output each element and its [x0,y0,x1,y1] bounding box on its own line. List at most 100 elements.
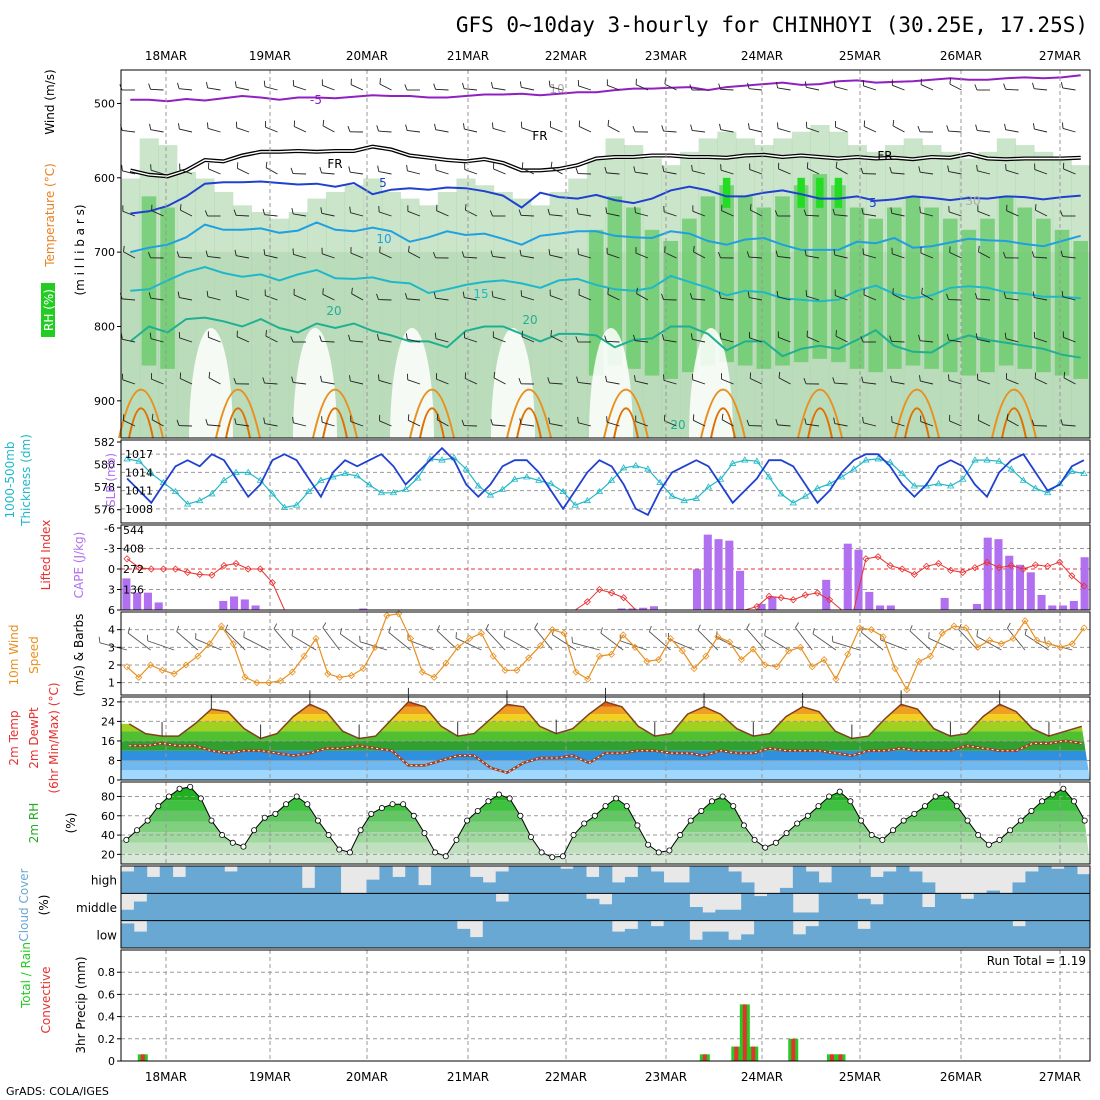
wind-barb-flag [1003,83,1006,90]
rh-point [772,839,779,846]
cloud-cell [689,907,703,921]
slp-tick-label: 1011 [125,485,153,498]
wind-barb [122,379,136,385]
wind-speed-point [867,626,875,634]
wind-barb-flag [661,334,665,341]
wind-barb-flag [462,82,465,89]
wind-barb [806,295,820,301]
wind-barb [721,210,734,217]
rh-point [634,822,641,829]
lifted-index-point [898,565,906,573]
wind-speed-point [737,656,745,664]
thickness-point [704,483,713,490]
rh-point [751,836,758,843]
rh-point [581,820,588,827]
cloud-cell [327,920,342,948]
cloud-cell [353,893,367,921]
wind-barb-flag [291,208,294,215]
panel-border [120,696,1091,781]
cloud-cell [1012,882,1026,894]
cloud-cell [340,920,354,948]
rh-point [911,810,918,817]
isotherm-warm [797,388,843,439]
temp-band [121,770,1090,780]
cape-bar [1069,600,1078,610]
isotherm-5 [130,180,1081,215]
wind-barb [746,628,766,651]
cloud-cell [263,920,277,948]
wind-barb-flag [690,333,693,340]
thickness-point [607,476,616,483]
chart-title: GFS 0~10day 3-hourly for CHINHOYI (30.25… [456,13,1088,37]
rh-point [453,836,460,843]
cloud-cell [1064,920,1078,948]
wind-speed-point [643,657,651,666]
thickness-point [874,455,882,462]
wind-barb [294,126,307,133]
thickness-point [232,468,240,475]
wind-barb [224,629,246,651]
isotherm-10 [130,221,1081,254]
wind-speed-point [702,652,710,660]
wind-barb [264,382,278,385]
wind-speed-point [1068,640,1076,648]
wind-barb [891,172,905,175]
cloud-cell [327,866,342,894]
cloud-cell [224,871,238,894]
thickness-point [123,455,131,462]
wind-barb [378,379,392,385]
cloud-cell [263,866,277,894]
cloud-cell [276,866,290,894]
wind-speed-point [182,661,190,669]
thickness-point [462,465,470,472]
wind-barb [835,167,848,175]
cloud-cell [1025,871,1039,894]
cloud-cell [301,920,316,948]
cloud-cell [340,893,354,921]
wind-barb-flag [804,249,807,256]
wind-barb-flag [576,208,579,215]
wind-barb-flag [636,287,638,294]
wind-barb [552,634,577,651]
cape-bar [219,600,228,610]
wind-barb [806,127,820,133]
cape-bar [1059,605,1068,610]
precip-convective-bar [140,1054,145,1061]
cloud-row-label: low [97,928,118,942]
wind-barb [892,253,905,259]
tick-label: 0 [108,1055,115,1068]
wind-speed-point [856,624,864,632]
cloud-cell [121,871,135,894]
cloud-cell [611,931,626,948]
isotherm-warm [991,388,1037,439]
tick-label: 0.4 [98,1011,116,1024]
wind-barb [208,377,221,385]
rh-point [378,805,385,812]
cloud-cell [844,920,858,948]
cloud-cell [702,912,716,921]
rh-point [890,827,897,834]
wind-speed-point [938,629,946,637]
wind-barb [635,84,649,91]
rh-band [121,853,1090,864]
wind-barb [721,378,734,385]
wind-speed-point [229,640,237,648]
tick-label: 80 [101,790,115,803]
cloud-cell [779,920,794,948]
cloud-cell [276,920,290,948]
wind-barb-flag [718,292,722,299]
wind-barb [464,337,478,343]
rh-shade-high [1054,229,1070,376]
cloud-cell [495,901,509,921]
cloud-cell [715,931,729,948]
wind-barb [834,423,848,427]
cloud-cover-panel: high middle low Cloud Cover (%) [17,865,1091,949]
wind-barb-flag [946,125,949,132]
wind-speed-point [666,634,675,643]
rh-shade [121,178,141,438]
axis-label: Thickness (dm) [19,434,33,527]
wind-barb [749,337,763,343]
wind-barb-flag [812,628,815,635]
wind-barb [321,340,335,343]
wind-barb-flag [376,125,379,132]
